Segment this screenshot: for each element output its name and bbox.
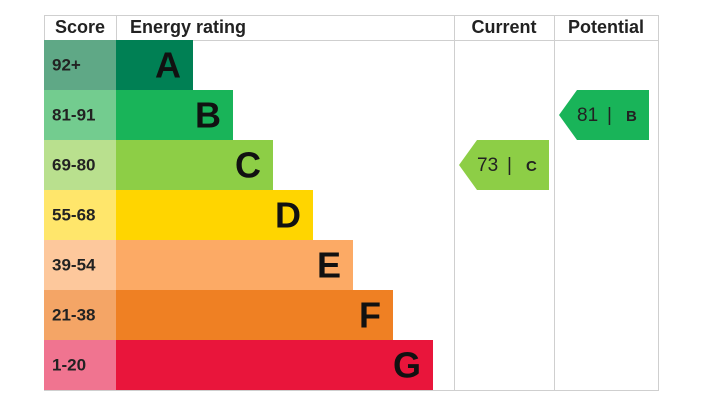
rating-bar — [116, 340, 433, 390]
current-rating: C — [526, 158, 537, 175]
rating-letter: G — [393, 345, 421, 386]
current-arrow — [459, 140, 549, 190]
potential-separator: | — [607, 105, 612, 126]
rating-letter: F — [359, 295, 381, 336]
header-current: Current — [471, 17, 536, 37]
score-cell — [44, 190, 116, 240]
score-label: 69-80 — [52, 155, 95, 174]
rating-bar — [116, 40, 193, 90]
header: Score Energy rating Current Potential — [55, 17, 644, 37]
rating-bar — [116, 290, 393, 340]
score-label: 39-54 — [52, 255, 96, 274]
rating-bar — [116, 90, 233, 140]
score-cell — [44, 40, 116, 90]
header-score: Score — [55, 17, 105, 37]
rating-bar — [116, 190, 313, 240]
rating-letter: D — [275, 195, 301, 236]
current-score: 73 — [477, 155, 498, 176]
score-label: 1-20 — [52, 355, 86, 374]
score-label: 92+ — [52, 55, 81, 74]
score-cell — [44, 340, 116, 390]
rating-bar — [116, 240, 353, 290]
rating-letter: E — [317, 245, 341, 286]
score-label: 81-91 — [52, 105, 95, 124]
rating-letter: C — [235, 145, 261, 186]
potential-arrow — [559, 90, 649, 140]
score-label: 55-68 — [52, 205, 95, 224]
rating-letter: B — [195, 95, 221, 136]
current-separator: | — [507, 155, 512, 176]
header-rating: Energy rating — [130, 17, 246, 37]
score-cell — [44, 90, 116, 140]
potential-score: 81 — [577, 105, 598, 126]
score-cell — [44, 290, 116, 340]
score-cell — [44, 140, 116, 190]
potential-rating: B — [626, 108, 637, 125]
score-cell — [44, 240, 116, 290]
header-potential: Potential — [568, 17, 644, 37]
rating-bar — [116, 140, 273, 190]
score-label: 21-38 — [52, 305, 95, 324]
rating-letter: A — [155, 45, 181, 86]
